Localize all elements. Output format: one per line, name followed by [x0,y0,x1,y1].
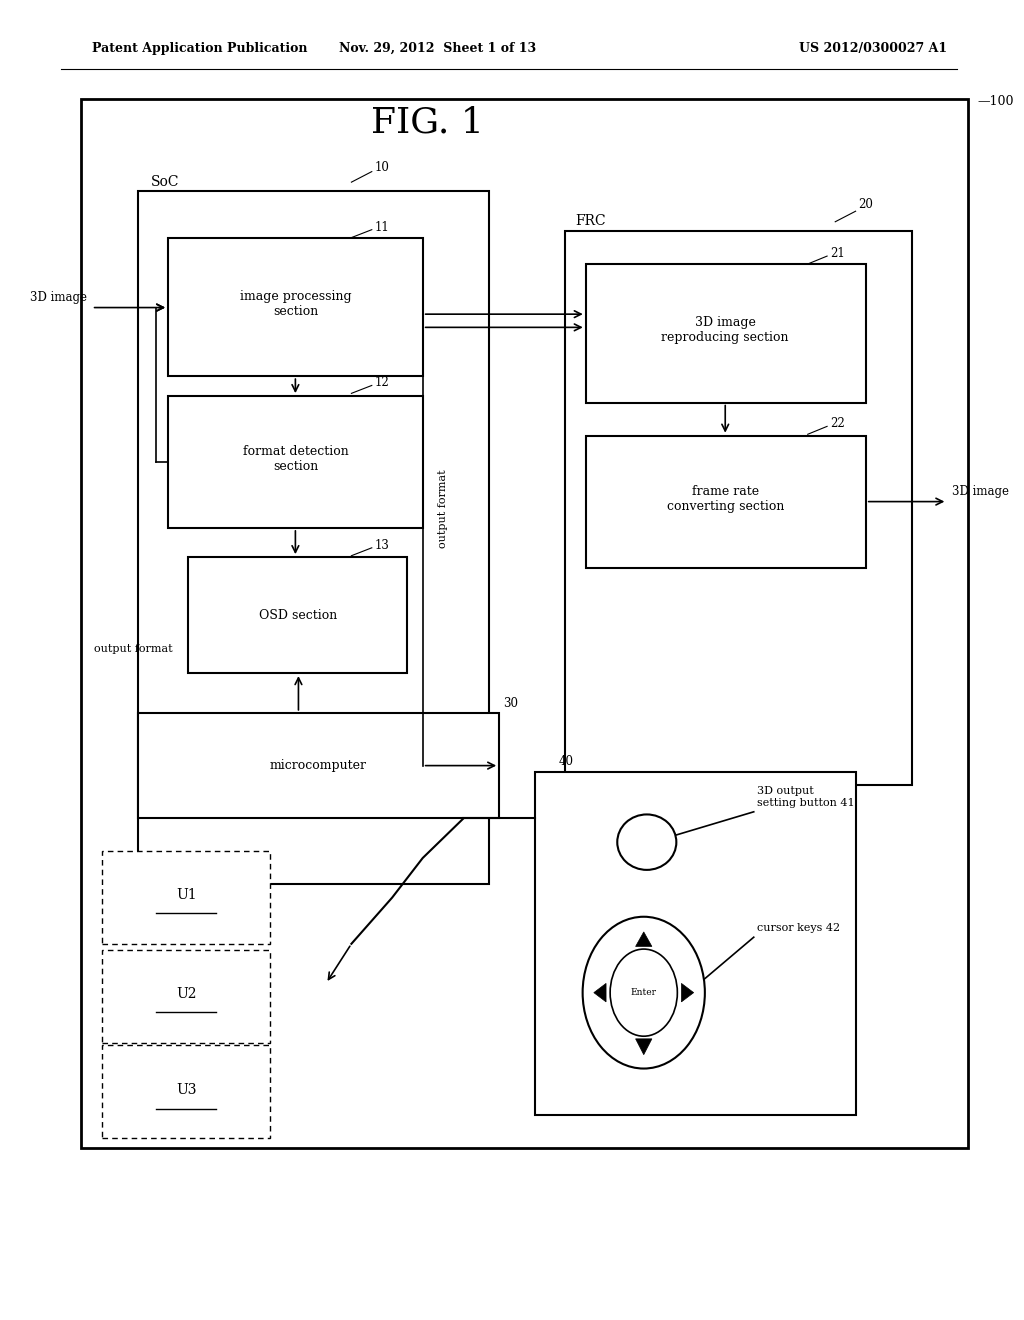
Text: 3D output
setting button 41: 3D output setting button 41 [757,787,854,808]
FancyBboxPatch shape [82,99,968,1148]
Text: OSD section: OSD section [259,609,338,622]
Text: 20: 20 [859,198,873,211]
Text: output format: output format [438,469,447,548]
Text: microcomputer: microcomputer [269,759,367,772]
Text: 40: 40 [558,755,573,768]
Text: 11: 11 [375,220,389,234]
Text: 30: 30 [503,697,518,710]
Text: frame rate
converting section: frame rate converting section [667,484,784,513]
Text: 21: 21 [830,247,845,260]
FancyBboxPatch shape [137,713,499,818]
Ellipse shape [583,916,705,1069]
Text: 22: 22 [830,417,845,430]
Ellipse shape [617,814,676,870]
Text: image processing
section: image processing section [240,289,351,318]
FancyBboxPatch shape [101,1045,270,1138]
Text: FIG. 1: FIG. 1 [372,106,484,140]
Text: U1: U1 [176,888,197,902]
Text: SoC: SoC [151,174,179,189]
Text: Patent Application Publication: Patent Application Publication [92,42,307,55]
Polygon shape [636,932,652,946]
Text: 13: 13 [375,539,390,552]
Text: 10: 10 [375,161,390,174]
Text: FRC: FRC [575,214,606,228]
Text: 3D image
reproducing section: 3D image reproducing section [662,315,788,345]
FancyBboxPatch shape [168,238,423,376]
FancyBboxPatch shape [101,950,270,1043]
FancyBboxPatch shape [565,231,911,785]
FancyBboxPatch shape [586,264,866,403]
Text: cursor keys 42: cursor keys 42 [757,923,840,933]
Polygon shape [636,1039,652,1055]
FancyBboxPatch shape [101,851,270,944]
Polygon shape [594,983,606,1002]
Text: format detection
section: format detection section [243,445,348,474]
Text: output format: output format [94,644,172,655]
Polygon shape [681,983,693,1002]
Text: —100: —100 [978,95,1015,108]
Text: U3: U3 [176,1084,197,1097]
Text: 12: 12 [375,376,389,389]
Text: 3D image: 3D image [952,484,1010,498]
Text: US 2012/0300027 A1: US 2012/0300027 A1 [799,42,947,55]
Circle shape [610,949,677,1036]
Text: Nov. 29, 2012  Sheet 1 of 13: Nov. 29, 2012 Sheet 1 of 13 [339,42,537,55]
FancyBboxPatch shape [137,191,488,884]
Text: Enter: Enter [631,989,656,997]
FancyBboxPatch shape [168,396,423,528]
Text: 3D image: 3D image [30,290,87,304]
FancyBboxPatch shape [586,436,866,568]
Text: U2: U2 [176,987,197,1001]
FancyBboxPatch shape [188,557,408,673]
FancyBboxPatch shape [535,772,856,1115]
